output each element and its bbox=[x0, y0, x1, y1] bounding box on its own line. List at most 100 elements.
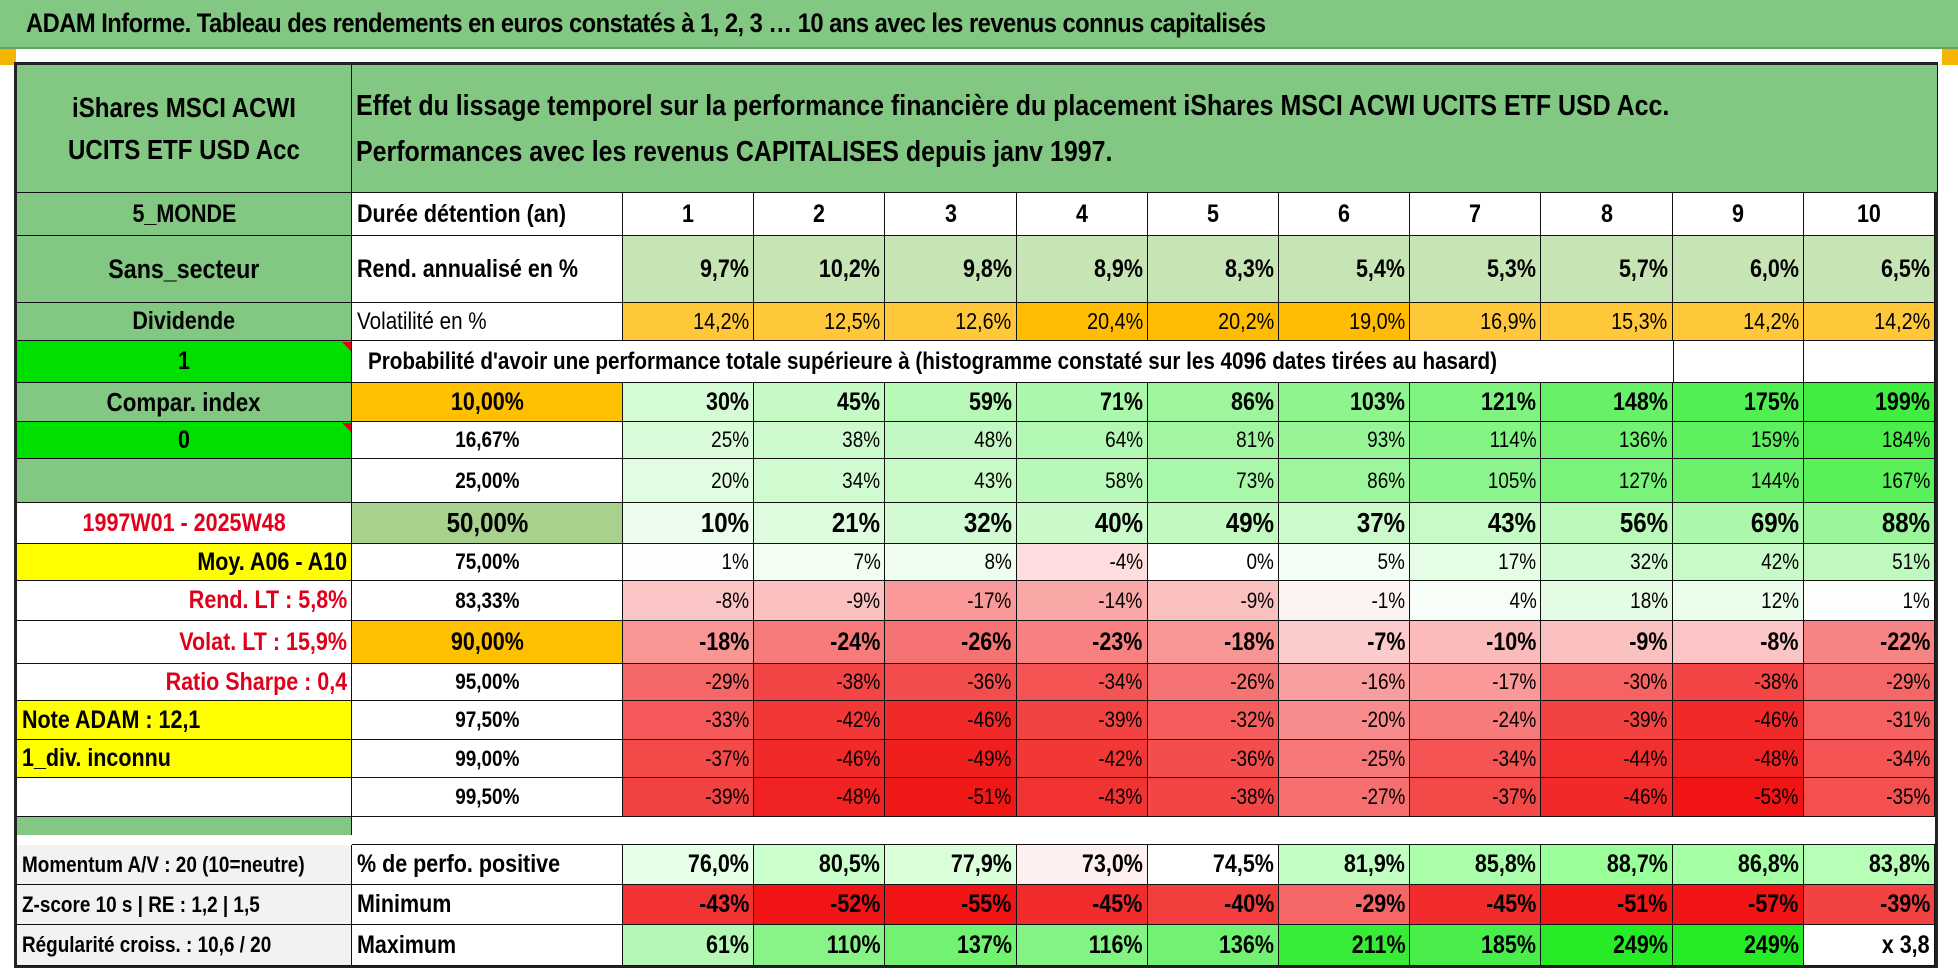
dividend-label-text: Dividende bbox=[132, 307, 236, 335]
quantile-value-text: -36% bbox=[1229, 745, 1274, 771]
maximum-value: 249% bbox=[1672, 925, 1804, 966]
year-header: 9 bbox=[1672, 193, 1804, 236]
quantile-value: 51% bbox=[1803, 544, 1935, 581]
quantile-label-text: 99,00% bbox=[454, 745, 520, 771]
quantile-value-text: -36% bbox=[967, 669, 1012, 694]
quantile-value-text: -32% bbox=[1229, 707, 1274, 732]
probability-header-text: Probabilité d'avoir une performance tota… bbox=[368, 347, 1498, 375]
quantile-value: 105% bbox=[1410, 459, 1542, 503]
volat-lt-label: Volat. LT : 15,9% bbox=[17, 621, 352, 664]
quantile-value: -9% bbox=[1147, 581, 1279, 621]
quantile-value: -49% bbox=[885, 740, 1017, 778]
quantile-value: -26% bbox=[1147, 664, 1279, 701]
quantile-value-text: -38% bbox=[836, 669, 881, 694]
quantile-value-text: -46% bbox=[967, 707, 1012, 732]
quantile-value: 8% bbox=[885, 544, 1017, 581]
quantile-value: 159% bbox=[1672, 422, 1804, 459]
quantile-value: 43% bbox=[1410, 503, 1542, 544]
quantile-value: 7% bbox=[754, 544, 886, 581]
quantile-value-text: -43% bbox=[1098, 784, 1143, 809]
quantile-value-text: -18% bbox=[1223, 627, 1274, 656]
quantile-value-text: 51% bbox=[1892, 549, 1930, 574]
quantile-value-text: -49% bbox=[967, 745, 1012, 771]
pct-positive-value: 76,0% bbox=[623, 845, 755, 885]
vol-value-text: 19,0% bbox=[1349, 308, 1406, 334]
quantile-value: 1% bbox=[623, 544, 755, 581]
quantile-value-text: -18% bbox=[698, 627, 750, 656]
vol-value-text: 20,2% bbox=[1217, 308, 1274, 334]
rend-lt-label: Rend. LT : 5,8% bbox=[17, 581, 352, 621]
quantile-label-text: 99,50% bbox=[454, 784, 520, 809]
comment-indicator-icon[interactable] bbox=[342, 342, 351, 351]
pct-positive-value: 81,9% bbox=[1279, 845, 1411, 885]
minimum-value-text: -57% bbox=[1748, 890, 1799, 918]
quantile-value: 0% bbox=[1147, 544, 1279, 581]
quantile-value-text: 10% bbox=[700, 507, 750, 538]
minimum-value-text: -51% bbox=[1617, 890, 1668, 918]
pct-positive-label-text: % de perfo. positive bbox=[357, 850, 561, 878]
quantile-label: 90,00% bbox=[352, 621, 623, 664]
rend-value: 6,0% bbox=[1672, 236, 1804, 303]
dividend-value-text: 1 bbox=[178, 347, 190, 375]
quantile-value: 148% bbox=[1541, 383, 1673, 422]
quantile-value: -37% bbox=[623, 740, 755, 778]
moyenne-label: Moy. A06 - A10 bbox=[17, 544, 352, 581]
rend-label: Rend. annualisé en % bbox=[352, 236, 623, 303]
quantile-value-text: 58% bbox=[1104, 467, 1143, 493]
vol-value-text: 20,4% bbox=[1086, 308, 1143, 334]
quantile-value-text: 1% bbox=[1902, 587, 1930, 613]
quantile-value: -18% bbox=[1147, 621, 1279, 664]
pct-positive-value-text: 88,7% bbox=[1606, 850, 1668, 878]
quantile-value-text: -20% bbox=[1361, 707, 1406, 732]
year-header: 2 bbox=[754, 193, 886, 236]
quantile-value-text: 49% bbox=[1225, 507, 1274, 538]
pct-positive-value-text: 73,0% bbox=[1081, 850, 1143, 878]
compar-index-value-text: 0 bbox=[178, 425, 190, 454]
quantile-value: 45% bbox=[754, 383, 886, 422]
minimum-value: -39% bbox=[1803, 885, 1935, 925]
quantile-value-text: -16% bbox=[1361, 669, 1406, 694]
pct-positive-value-text: 80,5% bbox=[819, 850, 881, 878]
quantile-value-text: -9% bbox=[846, 587, 881, 613]
pct-positive-value: 77,9% bbox=[885, 845, 1017, 885]
quantile-value: -46% bbox=[885, 701, 1017, 740]
empty-green-cell bbox=[17, 459, 352, 503]
quantile-value-text: 32% bbox=[1629, 549, 1668, 574]
quantile-label-text: 83,33% bbox=[454, 587, 520, 613]
maximum-value: 211% bbox=[1279, 925, 1411, 966]
quantile-value: 121% bbox=[1410, 383, 1542, 422]
rend-value: 6,5% bbox=[1803, 236, 1935, 303]
vol-value: 12,5% bbox=[754, 303, 886, 341]
minimum-value: -45% bbox=[1410, 885, 1542, 925]
quantile-value-text: 45% bbox=[837, 387, 881, 416]
quantile-value-text: -35% bbox=[1885, 784, 1930, 809]
zscore-label-text: Z-score 10 s | RE : 1,2 | 1,5 bbox=[22, 891, 260, 917]
year-header: 8 bbox=[1541, 193, 1673, 236]
year-header: 10 bbox=[1803, 193, 1935, 236]
quantile-value-text: -46% bbox=[1623, 784, 1668, 809]
note-adam-label-text: Note ADAM : 12,1 bbox=[22, 705, 201, 734]
quantile-value: 18% bbox=[1541, 581, 1673, 621]
comment-indicator-icon[interactable] bbox=[342, 423, 351, 432]
quantile-value: 199% bbox=[1803, 383, 1935, 422]
rend-lt-label-text: Rend. LT : 5,8% bbox=[188, 586, 347, 614]
quantile-label: 16,67% bbox=[352, 422, 623, 459]
quantile-value-text: 93% bbox=[1367, 427, 1406, 452]
year-header: 4 bbox=[1016, 193, 1148, 236]
quantile-value-text: 25% bbox=[711, 427, 750, 452]
pct-positive-label: % de perfo. positive bbox=[352, 845, 623, 885]
maximum-value-text: 136% bbox=[1218, 930, 1274, 959]
div-status-label: 1_div. inconnu bbox=[17, 740, 352, 778]
quantile-value-text: -24% bbox=[1492, 707, 1537, 732]
maximum-value: 185% bbox=[1410, 925, 1542, 966]
quantile-label: 50,00% bbox=[352, 503, 623, 544]
fund-description: Effet du lissage temporel sur la perform… bbox=[356, 89, 1670, 168]
minimum-label: Minimum bbox=[352, 885, 623, 925]
maximum-value: 136% bbox=[1147, 925, 1279, 966]
quantile-value-text: -44% bbox=[1623, 745, 1668, 771]
quantile-value: 69% bbox=[1672, 503, 1804, 544]
dividend-value: 1 bbox=[17, 341, 352, 383]
quantile-value-text: -53% bbox=[1754, 784, 1799, 809]
year-header-text: 2 bbox=[813, 199, 826, 228]
quantile-value-text: 42% bbox=[1760, 549, 1799, 574]
